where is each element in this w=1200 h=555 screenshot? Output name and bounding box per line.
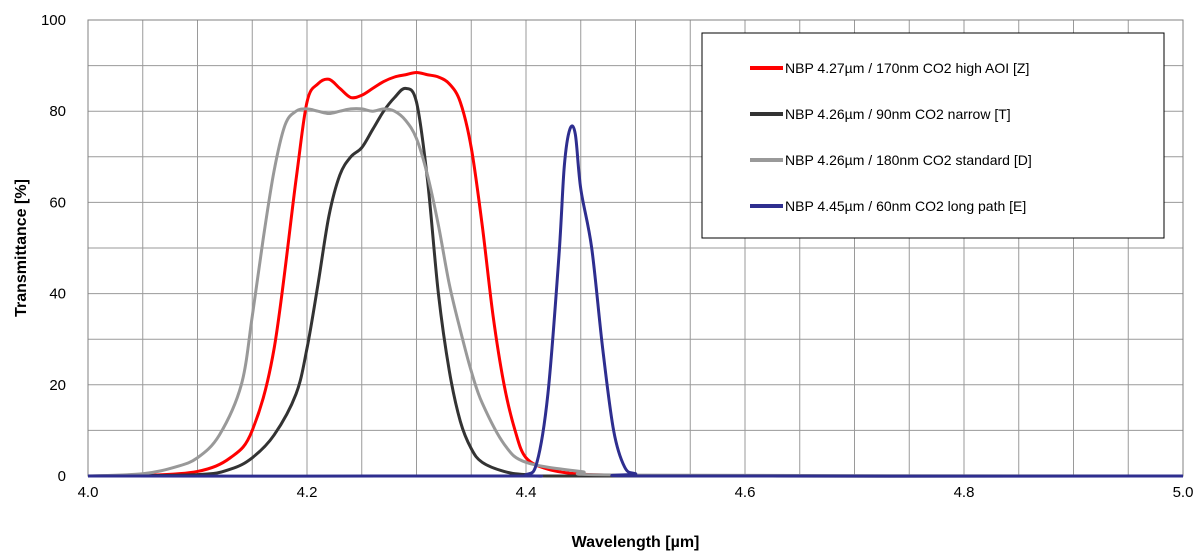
series-lines xyxy=(87,70,1184,478)
y-tick-label: 100 xyxy=(41,12,66,29)
x-tick-label: 4.2 xyxy=(297,484,318,501)
y-tick-label: 60 xyxy=(49,194,66,211)
x-tick-label: 4.8 xyxy=(954,484,975,501)
legend-label: NBP 4.26µm / 180nm CO2 standard [D] xyxy=(785,152,1032,168)
series-line-3 xyxy=(87,107,1184,478)
x-tick-label: 5.0 xyxy=(1173,484,1194,501)
y-axis-title: Transmittance [%] xyxy=(13,179,30,317)
legend-label: NBP 4.45µm / 60nm CO2 long path [E] xyxy=(785,198,1026,214)
x-tick-labels: 4.0 4.2 4.4 4.6 4.8 5.0 xyxy=(78,484,1194,501)
x-tick-label: 4.6 xyxy=(735,484,756,501)
legend-label: NBP 4.27µm / 170nm CO2 high AOI [Z] xyxy=(785,60,1029,76)
x-tick-label: 4.4 xyxy=(516,484,537,501)
y-tick-label: 20 xyxy=(49,377,66,394)
x-tick-label: 4.0 xyxy=(78,484,99,501)
legend: NBP 4.27µm / 170nm CO2 high AOI [Z] NBP 4… xyxy=(701,32,1165,239)
y-tick-labels: 0 20 40 60 80 100 xyxy=(41,12,66,485)
y-tick-label: 40 xyxy=(49,286,66,303)
x-axis-title: Wavelength [µm] xyxy=(572,534,700,551)
legend-label: NBP 4.26µm / 90nm CO2 narrow [T] xyxy=(785,106,1011,122)
y-tick-label: 0 xyxy=(58,468,66,485)
series-line-2 xyxy=(87,86,1184,478)
series-line-4 xyxy=(87,124,1184,478)
y-tick-label: 80 xyxy=(49,103,66,120)
series-line-1 xyxy=(87,70,1184,478)
